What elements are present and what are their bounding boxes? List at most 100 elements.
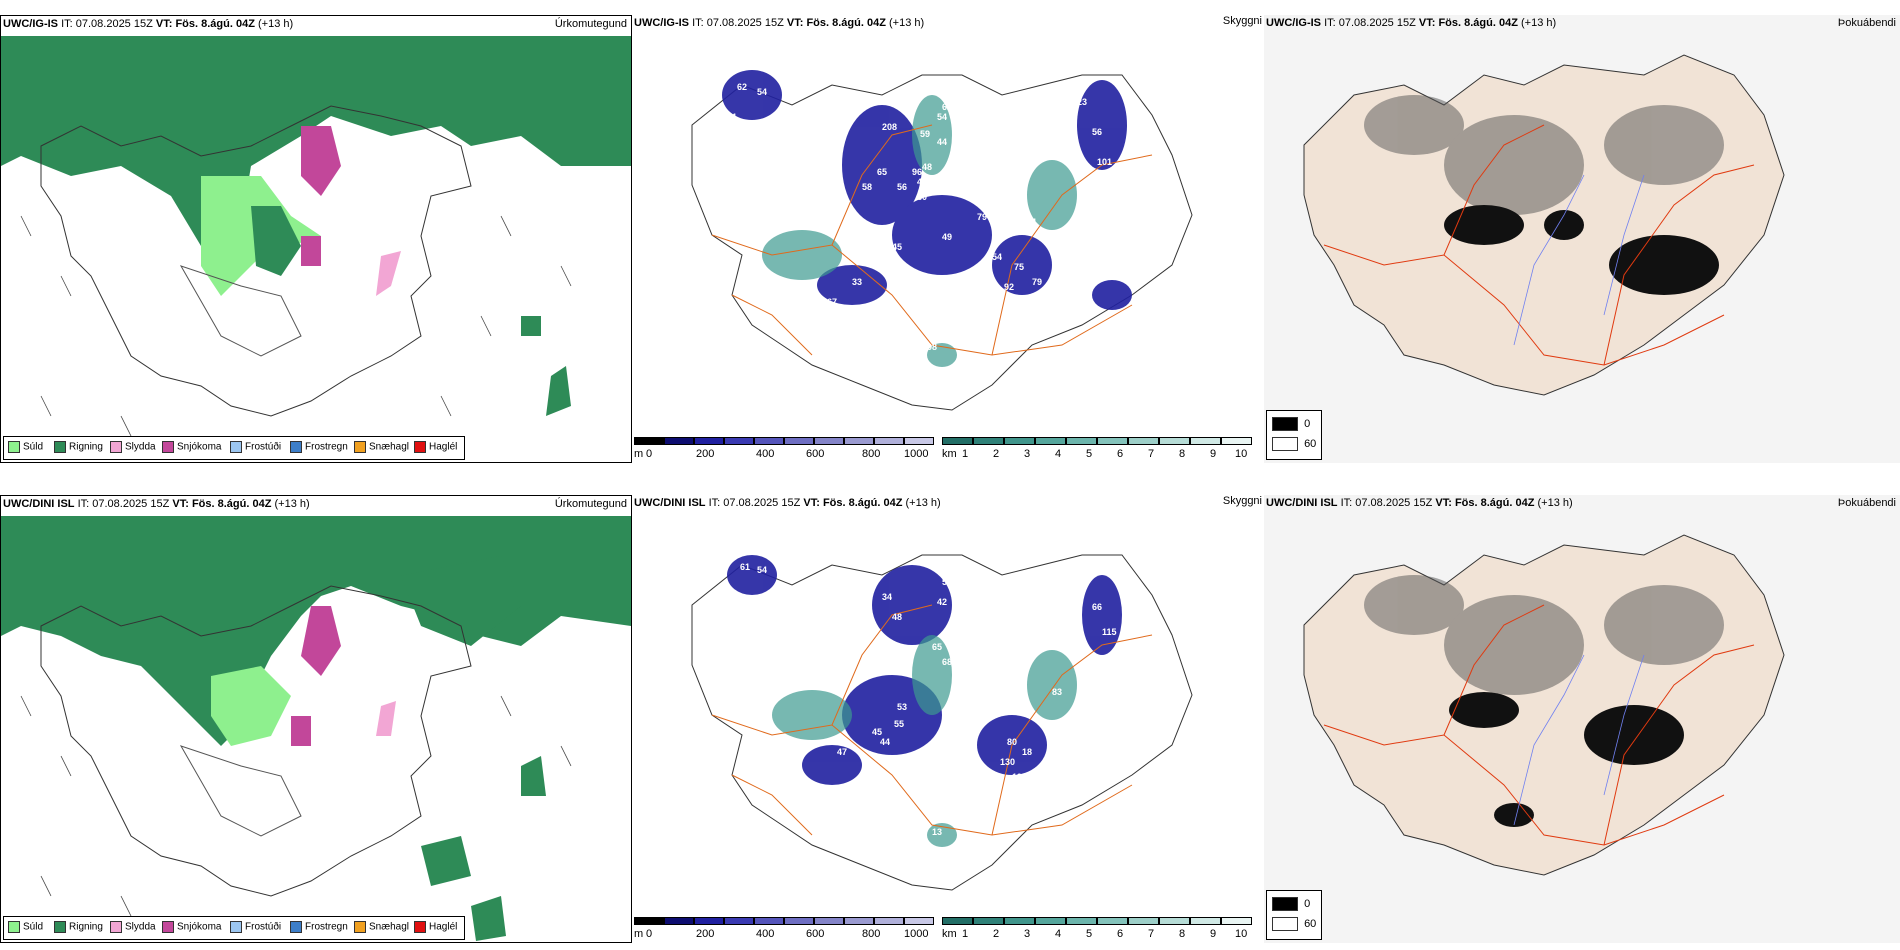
- cloud-panel-header-bottom: UWC/DINI ISL IT: 07.08.2025 15Z VT: Fös.…: [634, 497, 941, 509]
- legend-label: Súld: [23, 441, 44, 453]
- cloud-label: 66: [1092, 602, 1102, 612]
- ceiling-unit: m: [634, 928, 644, 940]
- ceiling-swatch: [844, 917, 874, 925]
- ceiling-swatch: [874, 437, 904, 445]
- cloud-label: 12: [1047, 132, 1057, 142]
- cloud-label: 19: [1012, 772, 1022, 782]
- ceiling-swatch: [754, 917, 784, 925]
- fog-legend-item: 60: [1272, 917, 1316, 931]
- cloud-label: 47: [837, 747, 847, 757]
- ceiling-swatch: [634, 917, 664, 925]
- cloud-label: 62: [882, 642, 892, 652]
- it-value: 07.08.2025 15Z: [706, 17, 784, 29]
- visibility-swatch: [1066, 437, 1097, 445]
- ceiling-swatch: [844, 437, 874, 445]
- it-value: 07.08.2025 15Z: [723, 497, 801, 509]
- cloud-label: 107: [1072, 577, 1087, 587]
- it-value: 07.08.2025 15Z: [75, 18, 153, 30]
- swatch: [8, 921, 20, 933]
- cloud-label: 35: [867, 252, 877, 262]
- vt-value: Fös. 8.ágú. 04Z: [806, 17, 886, 29]
- cloud-label: 55: [894, 719, 904, 729]
- vt-value: Fös. 8.ágú. 04Z: [1454, 497, 1535, 509]
- visibility-swatch: [1190, 917, 1221, 925]
- ceiling-tick: 0: [646, 448, 653, 460]
- cloud-label: 73: [1052, 262, 1062, 272]
- ceiling-swatch: [664, 917, 694, 925]
- cloud-label: 116: [1062, 297, 1077, 307]
- swatch: [1272, 917, 1298, 931]
- cloud-visibility-panel-bottom: 61 54 77 76 34 48 59 42 62 65 68 176 53 …: [632, 495, 1264, 943]
- ceiling-swatch: [904, 917, 934, 925]
- ceiling-tick: 1000: [904, 448, 929, 460]
- panel-title-visibility-top: Skyggni: [1222, 15, 1262, 27]
- fog-legend-item: 0: [1272, 417, 1310, 431]
- legend-item-rigning: Rigning: [54, 441, 103, 453]
- visibility-swatch: [973, 437, 1004, 445]
- cloud-height-labels-bottom: 61 54 77 76 34 48 59 42 62 65 68 176 53 …: [740, 562, 1132, 837]
- cloud-label: 75: [1014, 262, 1024, 272]
- cloud-label: 10: [1112, 265, 1122, 275]
- visibility-tick: 5: [1086, 928, 1093, 940]
- panel-title-fog-top: Þokuábendi: [1837, 17, 1896, 29]
- ceiling-tick: 1000: [904, 928, 929, 940]
- visibility-swatch: [1004, 917, 1035, 925]
- swatch: [414, 441, 426, 453]
- fog-index-panel-top: UWC/IG-IS IT: 07.08.2025 15Z VT: Fös. 8.…: [1264, 15, 1900, 463]
- visibility-swatch: [973, 917, 1004, 925]
- swatch: [110, 921, 122, 933]
- cloud-label: 41: [727, 112, 737, 122]
- cloud-label: 42: [937, 597, 947, 607]
- swatch: [230, 441, 242, 453]
- ceiling-swatch: [724, 437, 754, 445]
- precip-type-panel-bottom: UWC/DINI ISL IT: 07.08.2025 15Z VT: Fös.…: [0, 495, 632, 943]
- visibility-tick: 5: [1086, 448, 1093, 460]
- visibility-tick: 8: [1179, 448, 1186, 460]
- visibility-swatch: [1159, 437, 1190, 445]
- swatch: [290, 921, 302, 933]
- legend-item-frostudi: Frostúði: [230, 921, 281, 933]
- cloud-label: 11: [1082, 762, 1092, 772]
- cloud-label: 48: [922, 162, 932, 172]
- lead-time: (+13 h): [1520, 17, 1557, 29]
- cloud-label: 39: [884, 257, 894, 267]
- visibility-tick: 4: [1055, 448, 1062, 460]
- fog-legend-label: 60: [1304, 917, 1317, 930]
- swatch: [414, 921, 426, 933]
- legend-item-snaehagl: Snæhagl: [354, 921, 409, 933]
- cloud-label: 48: [892, 612, 902, 622]
- vt-value: Fös. 8.ágú. 04Z: [1438, 17, 1518, 29]
- cloud-visibility-map-top: 62 54 41 70 77 208 62 44 58 56 65 96 48 …: [691, 70, 1193, 411]
- cloud-label: 44: [937, 137, 947, 147]
- precip-type-map-bottom: [1, 516, 631, 941]
- legend-label: Snæhagl: [369, 921, 410, 933]
- fog-panel-header-top: UWC/IG-IS IT: 07.08.2025 15Z VT: Fös. 8.…: [1266, 17, 1556, 29]
- legend-item-sudl: Súld: [8, 441, 43, 453]
- ceiling-swatch: [634, 437, 664, 445]
- cloud-label: 80: [917, 192, 927, 202]
- cloud-label: 54: [992, 252, 1002, 262]
- vt-label: VT:: [155, 18, 173, 30]
- it-label: IT:: [61, 18, 73, 30]
- precip-panel-header-bottom: UWC/DINI ISL IT: 07.08.2025 15Z VT: Fös.…: [3, 498, 310, 510]
- legend-label: Frostúði: [245, 441, 282, 453]
- legend-label: Frostúði: [245, 921, 282, 933]
- ceiling-swatch: [784, 437, 814, 445]
- swatch: [354, 441, 366, 453]
- visibility-colorbar-top: km 1 2 3 4 5 6 7 8 9 10: [942, 437, 1252, 460]
- ceiling-tick: 400: [756, 448, 775, 460]
- precip-legend-bottom: Súld Rigning Slydda Snjókoma Frostúði Fr…: [3, 916, 465, 940]
- it-value: 07.08.2025 15Z: [1355, 497, 1433, 509]
- fog-panel-header-bottom: UWC/DINI ISL IT: 07.08.2025 15Z VT: Fös.…: [1266, 497, 1573, 509]
- ceiling-colorbar-bottom: m 0 200 400 600 800 1000: [634, 917, 934, 940]
- cloud-label: 59: [942, 577, 952, 587]
- swatch: [54, 921, 66, 933]
- lead-time: (+13 h): [274, 498, 310, 510]
- vt-value: Fös. 8.ágú. 04Z: [191, 498, 272, 510]
- vt-label: VT:: [803, 497, 820, 509]
- panel-title-precip-bottom: Úrkomutegund: [554, 498, 627, 510]
- visibility-tick: 10: [1235, 448, 1248, 460]
- legend-label: Haglél: [429, 921, 458, 933]
- cloud-height-labels-top: 62 54 41 70 77 208 62 44 58 56 65 96 48 …: [727, 82, 1122, 352]
- cloud-label: 53: [897, 702, 907, 712]
